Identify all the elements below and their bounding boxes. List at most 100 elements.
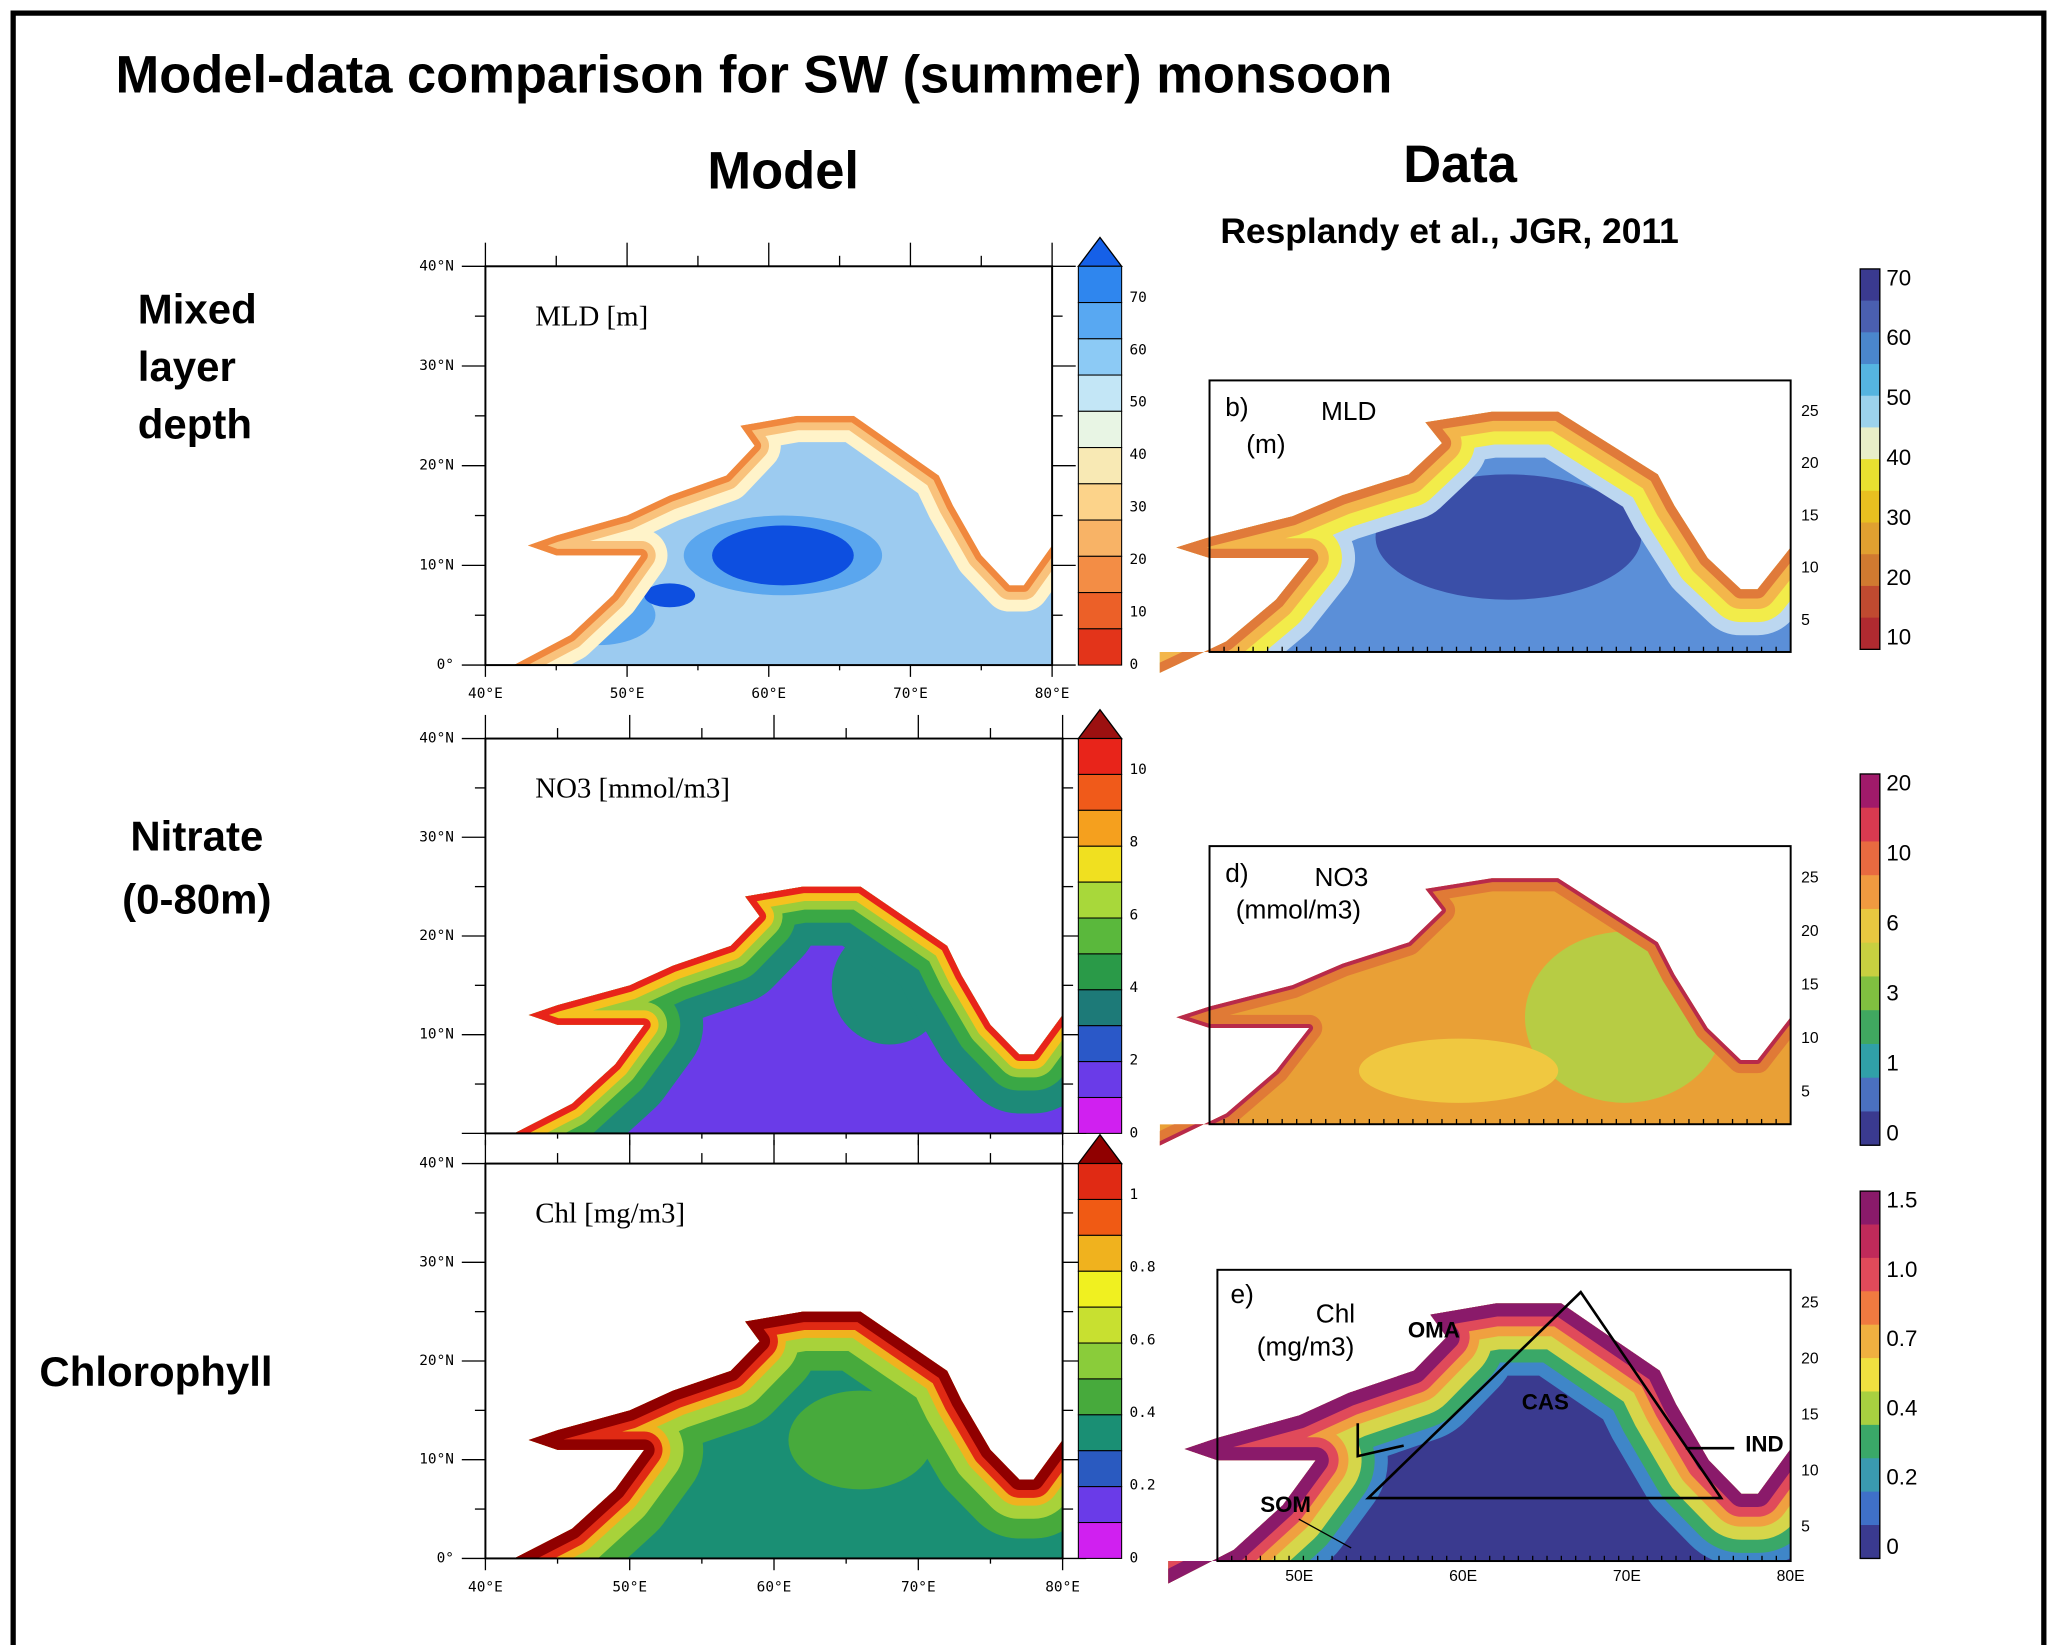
row-label: (0-80m)	[122, 876, 271, 923]
colorbar-label: 2	[1130, 1053, 1139, 1069]
colorbar-swatch	[1077, 1342, 1123, 1380]
colorbar-swatch	[1860, 1010, 1880, 1045]
field-blob	[1358, 1038, 1559, 1103]
map-field	[1159, 878, 1791, 1146]
region-label: CAS	[1522, 1390, 1569, 1415]
colorbar-swatch	[1860, 1525, 1880, 1560]
lon-tick-label: 40°E	[468, 686, 503, 702]
colorbar-swatch	[1077, 410, 1123, 449]
colorbar-swatch	[1077, 374, 1123, 412]
lat-tick-label: 0°	[437, 1550, 454, 1566]
colorbar-swatch	[1077, 881, 1123, 919]
lon-tick-label: 70E	[1613, 1568, 1641, 1585]
colorbar-swatch	[1860, 427, 1880, 460]
panel-tag: d)	[1225, 858, 1248, 888]
lat-tick-label: 20	[1801, 455, 1819, 472]
colorbar-swatch	[1077, 845, 1123, 883]
colorbar-swatch	[1860, 1391, 1880, 1426]
colorbar-swatch	[1860, 617, 1880, 650]
colorbar-label: 4	[1130, 980, 1139, 996]
colorbar-label: 6	[1886, 910, 1898, 935]
colorbar-swatch	[1860, 1458, 1880, 1493]
panel-tag: b)	[1225, 392, 1248, 422]
colorbar-swatch	[1077, 1522, 1123, 1559]
region-outlines	[1298, 1290, 1735, 1549]
lon-tick-label: 50E	[1285, 1568, 1313, 1585]
lat-tick-label: 20°N	[419, 928, 454, 944]
lat-tick-label: 25	[1801, 1295, 1819, 1312]
colorbar-label: 60	[1130, 342, 1147, 358]
panel-title-bg	[524, 1189, 735, 1238]
colorbar-swatch	[1077, 1414, 1123, 1452]
colorbar-label: 50	[1886, 385, 1911, 410]
lat-tick-label: 15	[1801, 507, 1819, 524]
panel-unit: (mg/m3)	[1257, 1331, 1355, 1361]
panel-unit: (m)	[1246, 429, 1285, 459]
lon-tick-label: 60°E	[757, 1579, 792, 1595]
lat-tick-label: 30°N	[419, 1254, 454, 1270]
lat-tick-label: 15	[1801, 976, 1819, 993]
colorbar-swatch	[1860, 554, 1880, 587]
colorbar-label: 0	[1130, 657, 1139, 673]
colorbar-swatch	[1077, 555, 1123, 594]
region-boundary	[1356, 1423, 1404, 1458]
panel-title: Chl [mg/m3]	[535, 1198, 685, 1230]
lon-tick-label: 50°E	[612, 1579, 647, 1595]
colorbar-label: 50	[1130, 395, 1147, 411]
colorbar-swatch	[1077, 989, 1123, 1027]
colorbar-swatch	[1077, 773, 1123, 811]
panel-variable: Chl	[1316, 1299, 1355, 1329]
colorbar-swatch	[1077, 1270, 1123, 1308]
row-label: Nitrate	[130, 813, 263, 860]
colorbar-swatch	[1860, 1191, 1880, 1226]
leader-line	[1298, 1518, 1352, 1549]
colorbar-label: 0	[1130, 1125, 1139, 1141]
colorbar-swatch	[1860, 300, 1880, 333]
colorbar-swatch	[1860, 1111, 1880, 1146]
colorbar-swatch	[1077, 953, 1123, 991]
colorbar-label: 30	[1886, 505, 1911, 530]
colorbar-swatch	[1077, 1306, 1123, 1344]
colorbar-swatch	[1860, 1291, 1880, 1326]
colorbar-swatch	[1860, 332, 1880, 365]
lat-tick-label: 30°N	[419, 358, 454, 374]
colorbar-label: 0.8	[1130, 1260, 1156, 1276]
colorbar-swatch	[1860, 1358, 1880, 1393]
lon-tick-label: 40°E	[468, 1579, 503, 1595]
colorbar-label: 1	[1886, 1051, 1898, 1076]
lat-tick-label: 10°N	[419, 557, 454, 573]
region-label: SOM	[1260, 1492, 1311, 1517]
region-label: IND	[1745, 1431, 1783, 1456]
panel-title-bg	[524, 764, 735, 813]
panel-title: NO3 [mmol/m3]	[535, 773, 730, 805]
lon-tick-label: 80°E	[1035, 686, 1070, 702]
colorbar-swatch	[1860, 1077, 1880, 1113]
colorbar-swatch	[1077, 809, 1123, 847]
lon-tick-label: 80°E	[1045, 1579, 1080, 1595]
lat-tick-label: 0°	[437, 657, 454, 673]
colorbar-swatch	[1077, 338, 1123, 376]
colorbar-swatch	[1077, 1486, 1123, 1524]
colorbar-swatch	[1860, 807, 1880, 843]
lat-tick-label: 10	[1801, 1030, 1819, 1047]
colorbar-frame	[1859, 268, 1881, 650]
colorbar-swatch	[1077, 265, 1123, 304]
lat-tick-label: 5	[1801, 1519, 1810, 1536]
colorbar-label: 20	[1886, 770, 1911, 795]
panel-variable: NO3	[1314, 862, 1368, 892]
panel-title-bg	[524, 292, 735, 340]
panel-unit: (mmol/m3)	[1236, 895, 1361, 925]
colorbar-label: 0.7	[1886, 1326, 1917, 1351]
row-label: Chlorophyll	[39, 1348, 272, 1395]
colorbar-swatch	[1860, 364, 1880, 397]
colorbar-swatch	[1860, 459, 1880, 492]
colorbar-swatch	[1077, 1163, 1123, 1200]
colorbar-swatch	[1077, 1198, 1123, 1236]
data-source: Resplandy et al., JGR, 2011	[1220, 211, 1679, 251]
colorbar-label: 10	[1130, 762, 1147, 778]
colorbar-label: 70	[1886, 265, 1911, 290]
lat-tick-label: 10°N	[419, 1027, 454, 1043]
colorbar-swatch	[1077, 592, 1123, 630]
colorbar-label: 20	[1886, 565, 1911, 590]
